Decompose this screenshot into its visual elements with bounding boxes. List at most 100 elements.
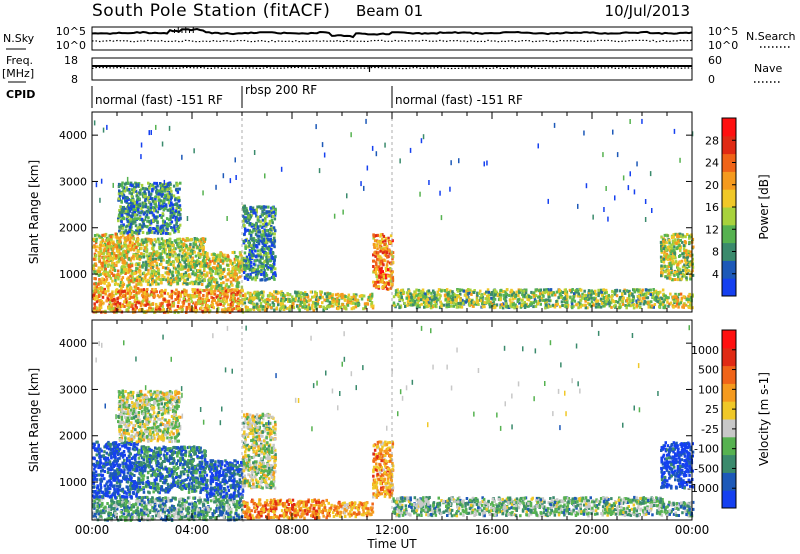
heatmap-cell <box>398 306 401 310</box>
heatmap-cell <box>259 265 262 269</box>
heatmap-cell <box>139 273 142 277</box>
heatmap-cell <box>172 194 176 198</box>
heatmap-cell <box>121 185 124 189</box>
heatmap-cell <box>319 293 322 297</box>
heatmap-cell <box>159 256 162 260</box>
heatmap-cell <box>118 284 122 288</box>
heatmap-cell <box>275 306 279 310</box>
heatmap-cell <box>571 306 574 310</box>
heatmap-cell <box>116 282 120 286</box>
heatmap-cell <box>216 264 219 268</box>
heatmap-cell <box>138 288 141 292</box>
heatmap-cell <box>226 308 229 312</box>
heatmap-cell <box>131 241 134 245</box>
heatmap-cell <box>163 244 166 248</box>
heatmap-cell <box>187 247 190 251</box>
heatmap-cell <box>97 234 101 238</box>
heatmap-cell <box>170 241 173 245</box>
heatmap-cell <box>422 291 425 294</box>
heatmap-cell <box>465 292 469 295</box>
heatmap-cell <box>209 292 213 296</box>
heatmap-cell <box>160 216 163 219</box>
heatmap-cell <box>597 305 600 309</box>
heatmap-cell <box>660 297 664 301</box>
heatmap-cell <box>195 279 198 283</box>
heatmap-cell <box>184 265 187 269</box>
heatmap-cell <box>219 291 222 295</box>
heatmap-cell <box>248 232 251 236</box>
heatmap-cell <box>119 215 122 219</box>
heatmap-cell <box>258 298 261 302</box>
heatmap-cell <box>453 293 456 296</box>
heatmap-cell <box>167 272 170 276</box>
heatmap-cell <box>252 305 255 309</box>
heatmap-cell <box>492 294 495 298</box>
heatmap-cell <box>271 239 274 242</box>
heatmap-cell <box>204 273 207 277</box>
heatmap-cell <box>376 257 379 261</box>
heatmap-cell <box>165 205 168 209</box>
heatmap-cell <box>188 275 192 279</box>
heatmap-cell <box>549 304 552 308</box>
heatmap-cell <box>481 305 484 309</box>
heatmap-cell <box>250 299 254 303</box>
heatmap-cell <box>140 183 144 187</box>
heatmap-cell <box>383 283 386 287</box>
heatmap-cell <box>484 297 487 301</box>
heatmap-cell <box>619 305 623 309</box>
heatmap-cell <box>196 298 200 302</box>
heatmap-cell <box>235 284 238 288</box>
heatmap-cell <box>223 286 227 290</box>
heatmap-cell <box>324 299 328 303</box>
heatmap-cell <box>269 251 272 255</box>
heatmap-cell <box>106 296 109 300</box>
heatmap-cell <box>347 293 351 297</box>
heatmap-cell <box>133 220 137 224</box>
heatmap-cell <box>144 205 147 209</box>
heatmap-cell <box>240 301 243 305</box>
heatmap-cell <box>178 223 182 227</box>
heatmap-cell <box>196 238 199 242</box>
heatmap-cell <box>195 308 199 312</box>
heatmap-cell <box>250 256 254 259</box>
heatmap-cell <box>142 291 145 295</box>
heatmap-cell <box>159 226 162 230</box>
heatmap-cell <box>138 308 141 312</box>
heatmap-cell <box>260 273 263 276</box>
heatmap-cell <box>653 303 657 306</box>
heatmap-cell <box>107 306 110 310</box>
heatmap-cell <box>264 224 268 228</box>
heatmap-cell <box>201 309 204 313</box>
heatmap-cell <box>246 216 250 220</box>
heatmap-cell <box>577 306 580 310</box>
heatmap-cell <box>103 263 107 267</box>
heatmap-cell <box>240 289 243 293</box>
heatmap-cell <box>193 265 196 269</box>
heatmap-cell <box>417 292 421 296</box>
heatmap-cell <box>144 274 147 278</box>
heatmap-cell <box>177 210 181 214</box>
heatmap-cell <box>257 272 260 276</box>
heatmap-cell <box>184 263 188 267</box>
heatmap-cell <box>106 286 110 290</box>
heatmap-cell <box>112 307 115 311</box>
heatmap-cell <box>569 295 572 299</box>
heatmap-cell <box>542 291 545 294</box>
heatmap-cell <box>267 205 270 209</box>
heatmap-cell <box>150 184 153 188</box>
heatmap-cell <box>687 300 690 304</box>
heatmap-cell <box>136 275 140 279</box>
heatmap-cell <box>528 303 532 307</box>
heatmap-cell <box>145 279 148 283</box>
heatmap-cell <box>449 304 453 308</box>
heatmap-cell <box>216 303 219 307</box>
heatmap-cell <box>250 254 254 258</box>
heatmap-cell <box>542 298 545 302</box>
heatmap-cell <box>122 205 125 209</box>
heatmap-cell <box>612 304 616 308</box>
heatmap-cell <box>110 259 113 262</box>
heatmap-cell <box>111 299 114 303</box>
heatmap-cell <box>212 296 215 300</box>
heatmap-cell <box>251 222 254 226</box>
heatmap-cell <box>122 186 126 190</box>
